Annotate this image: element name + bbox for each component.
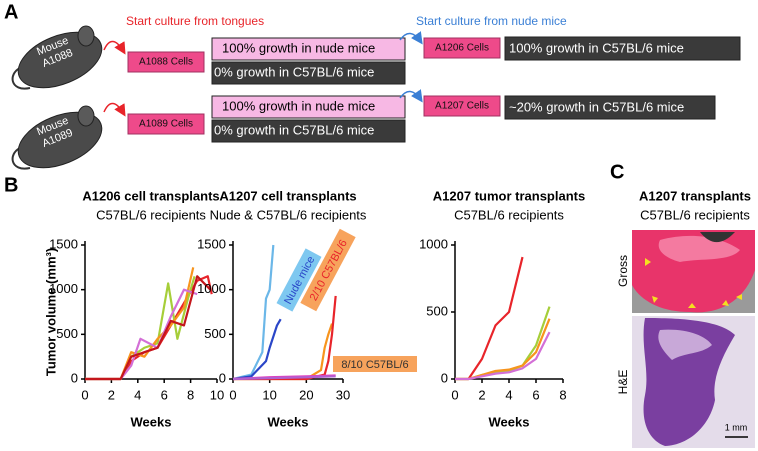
annotation: 8/10 C57BL/6 xyxy=(333,356,417,372)
annotation-label: 8/10 C57BL/6 xyxy=(341,359,408,371)
x-tick-label: 0 xyxy=(229,387,236,402)
y-tick-label: 0 xyxy=(219,370,226,385)
growth-box xyxy=(211,61,406,85)
x-axis-label: Weeks xyxy=(131,414,172,429)
y-tick-label: 1500 xyxy=(197,236,226,251)
arrow-label: Start culture from tongues xyxy=(126,14,264,28)
arrow xyxy=(399,31,423,45)
x-tick-label: 30 xyxy=(336,387,350,402)
y-tick-label: 1500 xyxy=(49,236,78,251)
growth-label: 0% growth in C57BL/6 mice xyxy=(214,64,374,79)
x-axis-label: Weeks xyxy=(489,414,530,429)
y-tick-label: 500 xyxy=(426,303,448,318)
cells-box xyxy=(127,51,205,73)
arrow xyxy=(399,89,423,103)
gross-image xyxy=(632,230,755,313)
x-tick-label: 10 xyxy=(262,387,276,402)
line xyxy=(455,331,551,381)
growth-label: 100% growth in C57BL/6 mice xyxy=(509,40,684,55)
cells-label: A1207 Cells xyxy=(435,101,489,112)
he-image xyxy=(632,316,755,448)
annotation-box xyxy=(276,248,322,312)
panel-title: A1207 transplants xyxy=(639,188,751,203)
growth-box xyxy=(211,37,406,61)
line xyxy=(85,275,212,381)
x-tick-label: 2 xyxy=(478,387,485,402)
growth-label: ~20% growth in C57BL/6 mice xyxy=(509,99,684,114)
chart-subtitle: C57BL/6 recipients xyxy=(96,207,206,222)
y-tick-label: 1000 xyxy=(197,281,226,296)
growth-label: 0% growth in C57BL/6 mice xyxy=(214,122,374,137)
arrow xyxy=(103,102,126,117)
growth-label: 100% growth in nude mice xyxy=(222,98,375,113)
y-tick-label: 1000 xyxy=(419,236,448,251)
line xyxy=(232,375,336,381)
x-tick-label: 2 xyxy=(108,387,115,402)
x-tick-label: 6 xyxy=(532,387,539,402)
chart-subtitle: Nude & C57BL/6 recipients xyxy=(210,207,367,222)
y-tick-label: 500 xyxy=(56,326,78,341)
panel-label: A xyxy=(4,1,18,23)
mouse: Mouse A1088 xyxy=(11,25,103,90)
line xyxy=(233,323,334,381)
x-tick-label: 4 xyxy=(505,387,512,402)
x-tick-label: 0 xyxy=(451,387,458,402)
x-tick-label: 4 xyxy=(134,387,141,402)
y-tick-label: 500 xyxy=(204,326,226,341)
panel-label: C xyxy=(610,161,624,183)
x-tick-label: 10 xyxy=(210,387,224,402)
x-axis-label: Weeks xyxy=(268,414,309,429)
chart-subtitle: C57BL/6 recipients xyxy=(454,207,564,222)
growth-box xyxy=(211,119,406,143)
line xyxy=(455,256,524,381)
line xyxy=(455,318,551,381)
line xyxy=(85,288,198,381)
x-tick-label: 8 xyxy=(559,387,566,402)
cells-box xyxy=(423,95,501,117)
line xyxy=(232,244,275,381)
line xyxy=(233,295,337,381)
annotation-box xyxy=(300,228,356,312)
cells-box xyxy=(127,113,205,135)
x-tick-label: 0 xyxy=(81,387,88,402)
y-axis-label: Tumor volume (mm³) xyxy=(43,248,58,376)
y-tick-label: 0 xyxy=(71,370,78,385)
x-tick-label: 6 xyxy=(161,387,168,402)
annotation-box xyxy=(333,356,417,372)
x-tick-label: 20 xyxy=(299,387,313,402)
chart-title: A1206 cell transplants xyxy=(82,188,219,203)
line xyxy=(232,318,282,381)
y-tick-label: 1000 xyxy=(49,281,78,296)
chart-title: A1207 tumor transplants xyxy=(433,188,585,203)
image-label: Gross xyxy=(616,255,630,287)
growth-box xyxy=(211,95,406,119)
y-tick-label: 0 xyxy=(441,370,448,385)
growth-box xyxy=(504,95,716,120)
cells-label: A1206 Cells xyxy=(435,43,489,54)
growth-label: 100% growth in nude mice xyxy=(222,40,375,55)
line xyxy=(85,275,196,381)
chart-title: A1207 cell transplants xyxy=(219,188,356,203)
cells-box xyxy=(423,37,501,59)
panel-label: B xyxy=(4,174,18,196)
x-tick-label: 8 xyxy=(187,387,194,402)
cells-label: A1088 Cells xyxy=(139,57,193,68)
mouse: Mouse A1089 xyxy=(11,105,103,170)
growth-box xyxy=(504,36,741,61)
panel-subtitle: C57BL/6 recipients xyxy=(640,207,750,222)
arrow-label: Start culture from nude mice xyxy=(416,14,567,28)
arrow xyxy=(103,40,126,55)
image-label: H&E xyxy=(616,370,630,395)
scale-bar-label: 1 mm xyxy=(725,422,748,432)
cells-label: A1089 Cells xyxy=(139,119,193,130)
